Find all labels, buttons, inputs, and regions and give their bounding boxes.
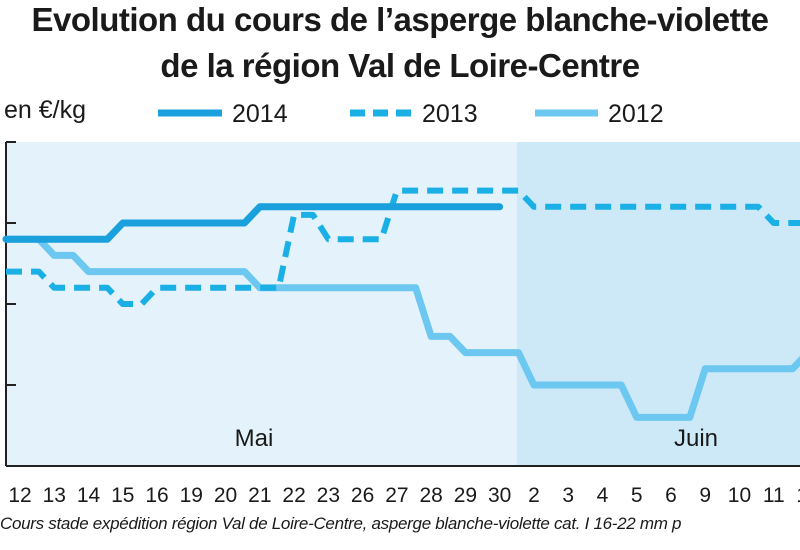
chart-title: Evolution du cours de l’asperge blanche-…	[31, 1, 769, 38]
x-tick-label: 26	[351, 484, 374, 507]
y-ticks	[6, 141, 16, 386]
x-tick-label: 6	[665, 484, 677, 507]
x-tick-label: 2	[528, 484, 540, 507]
x-tick-label: 28	[419, 484, 442, 507]
x-tick-label: 12	[796, 484, 800, 507]
plot-background-mai	[6, 142, 517, 466]
footnote: Cours stade expédition région Val de Loi…	[0, 514, 682, 533]
x-tick-label: 20	[214, 484, 237, 507]
x-tick-label: 5	[631, 484, 643, 507]
x-tick-labels: 12 13 14 15 16 19 20 21 22 23 26 27 28 29 30 2 3 4 5 6 9 10 11…	[8, 484, 800, 507]
x-tick-label: 23	[317, 484, 340, 507]
series-layer	[2, 187, 800, 421]
series-line-2013	[6, 187, 800, 307]
x-tick-label: 13	[43, 484, 66, 507]
x-tick-label: 19	[180, 484, 203, 507]
x-tick-label: 9	[699, 484, 711, 507]
x-tick-label: 4	[597, 484, 609, 507]
month-labels: Mai Juin	[235, 425, 718, 452]
y-axis-label: en €/kg	[4, 96, 87, 124]
month-label: Mai	[235, 425, 274, 452]
series-line-2014	[2, 203, 504, 243]
legend-label-2013: 2013	[422, 100, 478, 128]
x-tick-label: 11	[763, 484, 785, 507]
x-tick-label: 15	[111, 484, 134, 507]
x-tick-label: 3	[562, 484, 574, 507]
x-tick-label: 27	[385, 484, 408, 507]
series-line-2012	[2, 235, 800, 421]
x-tick-label: 30	[488, 484, 511, 507]
x-tick-label: 29	[454, 484, 477, 507]
chart-subtitle: de la région Val de Loire-Centre	[160, 47, 640, 84]
x-tick-label: 12	[8, 484, 31, 507]
x-tick-label: 21	[248, 484, 271, 507]
x-tick-label: 10	[728, 484, 751, 507]
x-tick-label: 22	[282, 484, 305, 507]
legend: 2014 2013 2012	[158, 100, 664, 128]
plot-background-juin	[516, 142, 800, 466]
month-label: Juin	[674, 425, 718, 452]
legend-label-2014: 2014	[232, 100, 288, 128]
x-tick-label: 14	[77, 484, 101, 507]
x-tick-label: 16	[145, 484, 168, 507]
legend-label-2012: 2012	[608, 100, 664, 128]
